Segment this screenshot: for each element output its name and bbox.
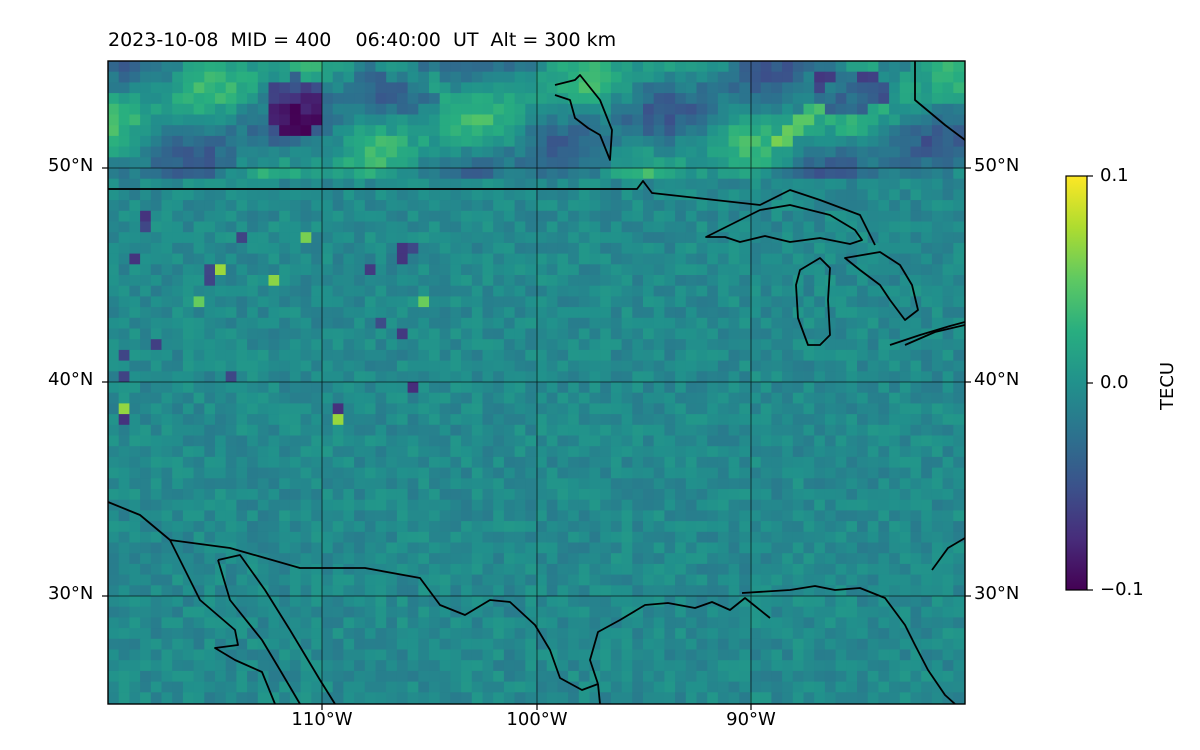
colorbar-tick-label-top: 0.1 xyxy=(1100,165,1129,186)
lake-huron xyxy=(844,251,919,321)
colorbar-gradient xyxy=(1065,175,1088,591)
us-mexico-border xyxy=(108,501,599,691)
baja-california xyxy=(169,539,276,704)
lake-ontario-shore xyxy=(904,324,965,346)
gulf-of-california-east xyxy=(217,559,301,704)
lon-label-90: 90°W xyxy=(726,709,776,730)
florida-atlantic-coast xyxy=(931,537,965,571)
us-canada-border xyxy=(108,180,876,246)
atlantic-canada-coast xyxy=(914,61,965,141)
lat-label-right-50: 50°N xyxy=(974,155,1020,176)
lat-label-left-30: 30°N xyxy=(48,583,94,604)
lake-superior xyxy=(705,204,863,245)
colorbar xyxy=(1065,175,1093,591)
map-ticks xyxy=(102,167,971,710)
lat-label-right-30: 30°N xyxy=(974,583,1020,604)
map-title: 2023-10-08 MID = 400 06:40:00 UT Alt = 3… xyxy=(108,29,617,51)
gulf-of-california-west xyxy=(217,554,336,704)
tec-field xyxy=(108,61,965,704)
lat-label-left-40: 40°N xyxy=(48,369,94,390)
gulf-coast-louisiana-florida xyxy=(741,585,956,704)
colorbar-tick-label-bottom: −0.1 xyxy=(1100,579,1144,600)
graticule xyxy=(108,61,965,704)
lon-label-110: 110°W xyxy=(291,709,353,730)
gulf-coast-texas xyxy=(589,597,771,685)
colorbar-unit-label: TECU xyxy=(1157,361,1178,410)
lon-label-100: 100°W xyxy=(506,709,568,730)
coastlines-borders xyxy=(108,61,965,704)
lake-erie xyxy=(889,321,965,346)
hudson-bay-shore xyxy=(554,74,613,161)
lat-label-left-50: 50°N xyxy=(48,155,94,176)
mexico-east-coast xyxy=(597,683,601,704)
colorbar-tick-label-mid: 0.0 xyxy=(1100,372,1129,393)
lake-michigan xyxy=(795,257,831,346)
lat-label-right-40: 40°N xyxy=(974,369,1020,390)
